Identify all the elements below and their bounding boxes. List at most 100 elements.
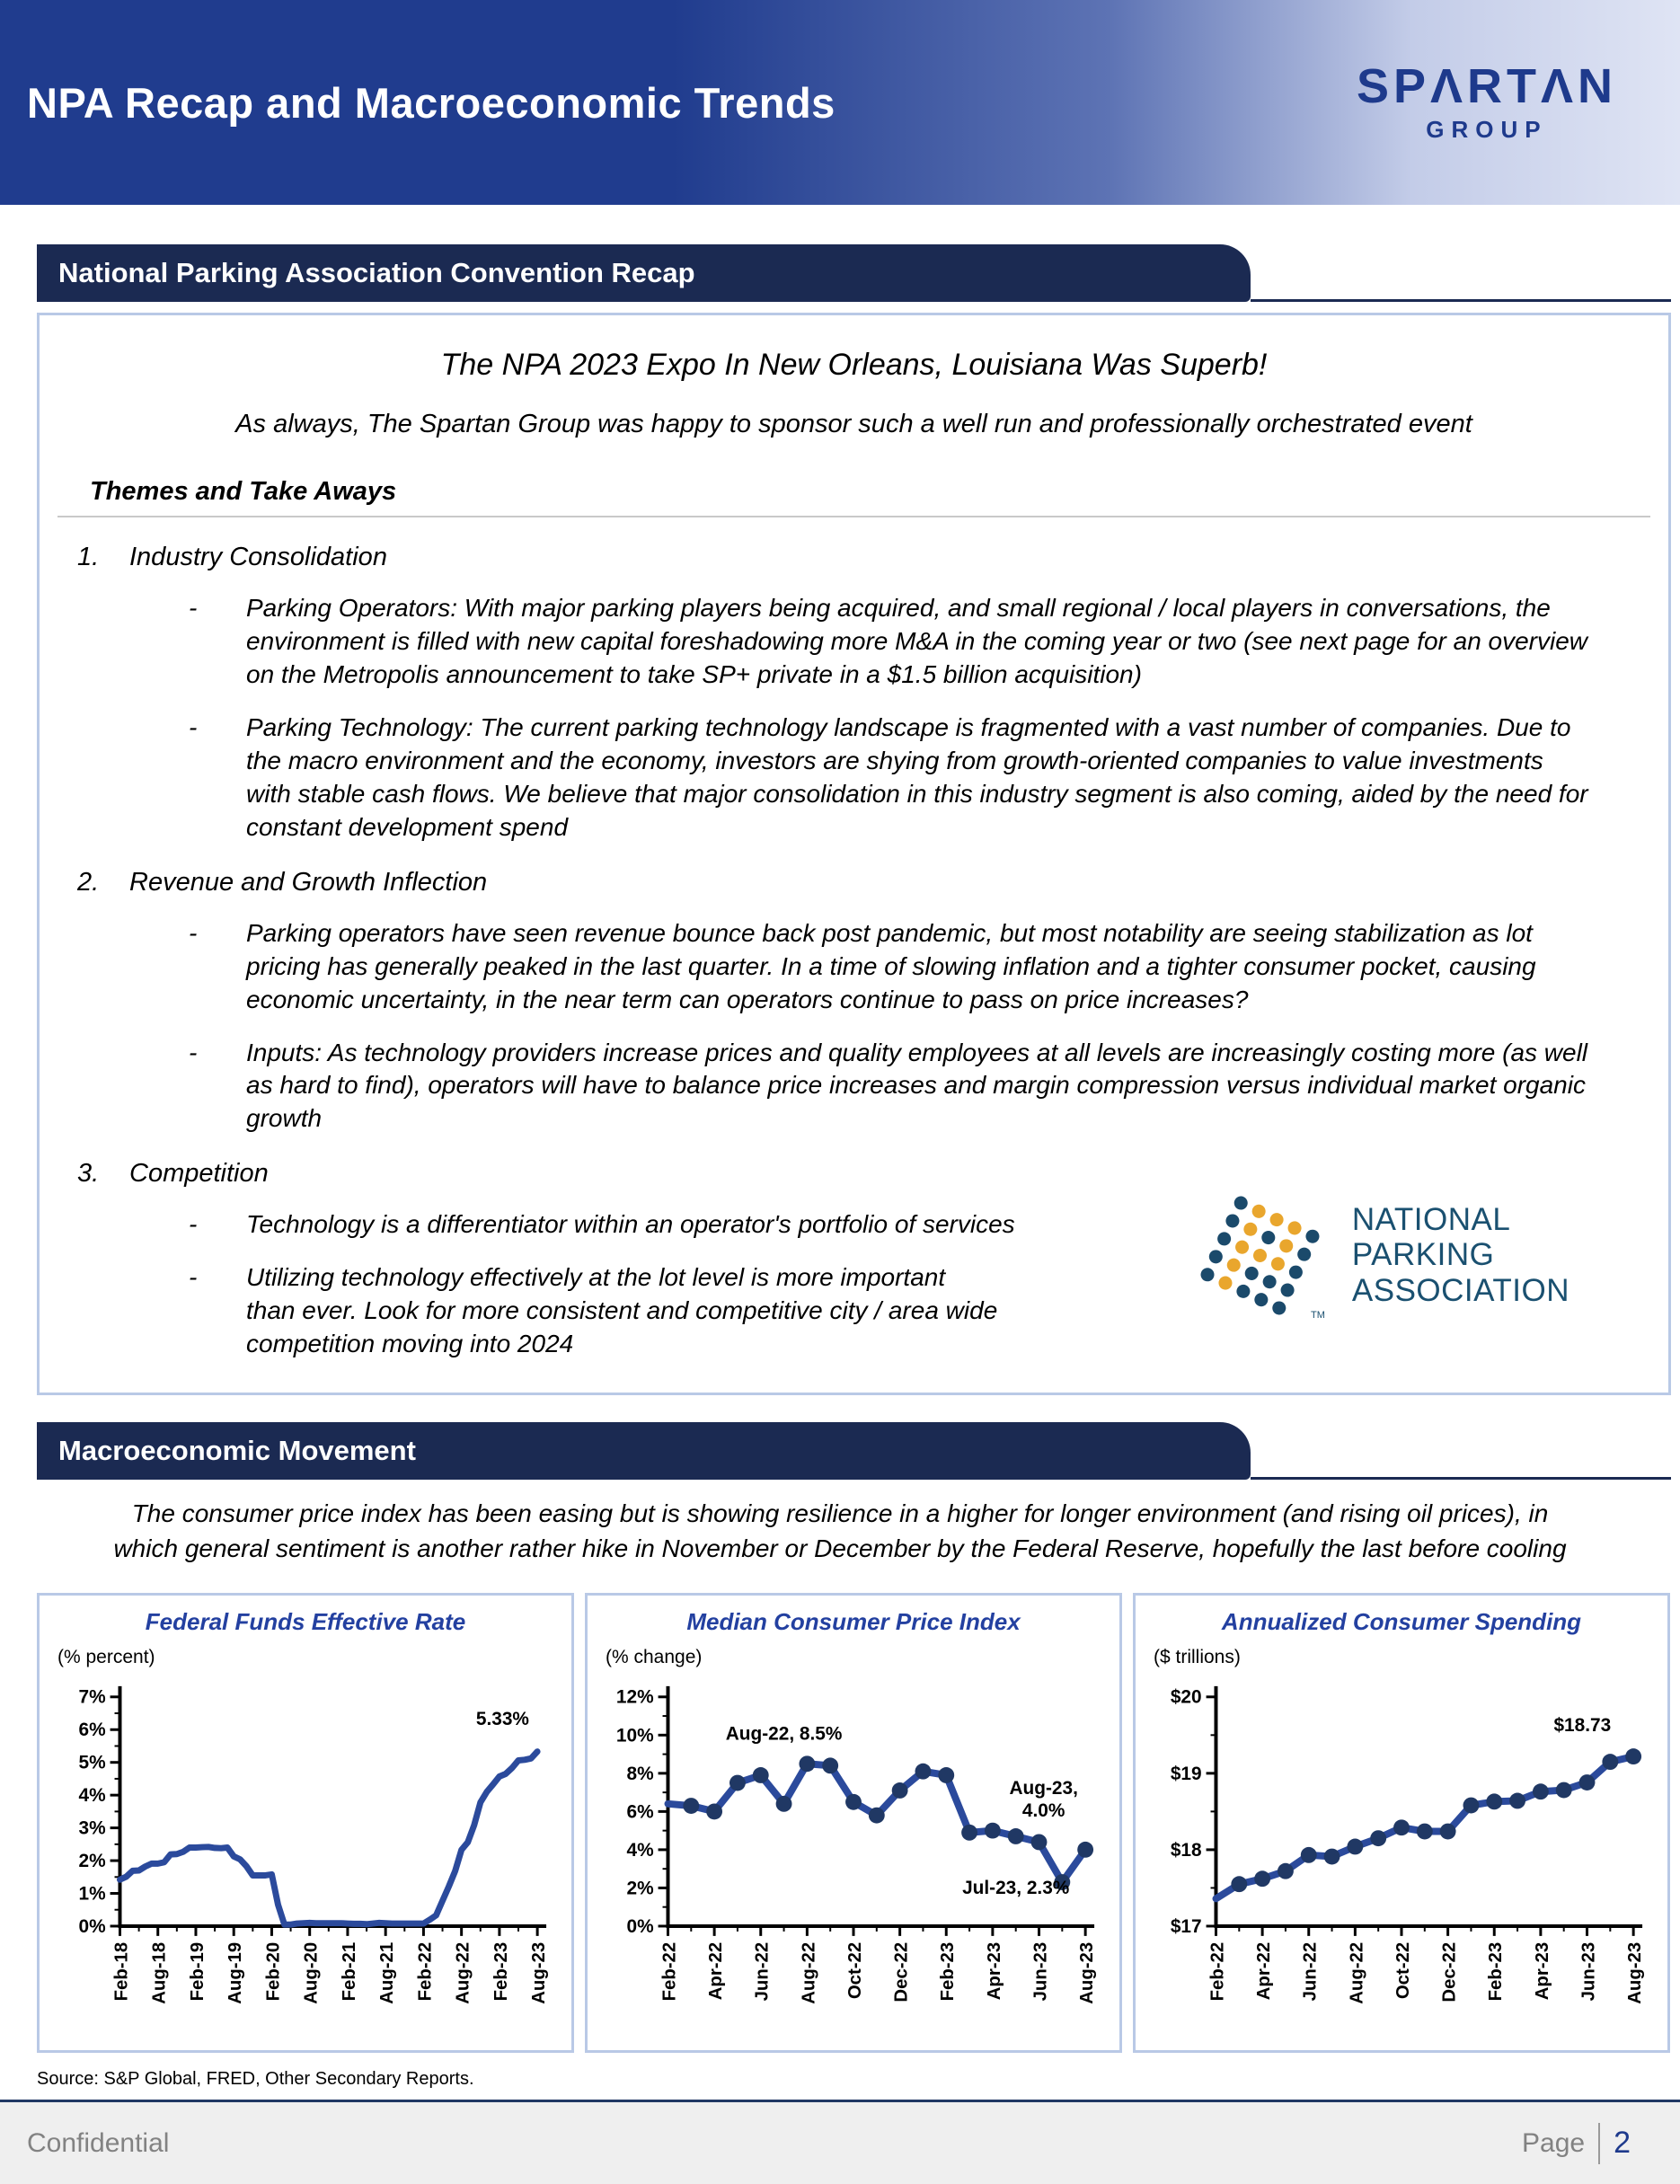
npa-trademark: TM (1311, 1310, 1325, 1321)
svg-text:6%: 6% (78, 1720, 105, 1741)
npa-recap-panel: The NPA 2023 Expo In New Orleans, Louisi… (37, 313, 1671, 1395)
svg-text:Apr-22: Apr-22 (1254, 1942, 1274, 2000)
svg-text:12%: 12% (616, 1687, 654, 1708)
theme-item-number: 1. (77, 543, 100, 571)
svg-text:Aug-19: Aug-19 (225, 1942, 245, 2004)
npa-association-logo: TM NATIONAL PARKING ASSOCIATION (1181, 1173, 1569, 1337)
chart-title: Median Consumer Price Index (686, 1608, 1021, 1636)
bullet-text: Parking Operators: With major parking pl… (246, 594, 1588, 688)
svg-text:$20: $20 (1171, 1687, 1202, 1708)
svg-text:Feb-23: Feb-23 (491, 1942, 511, 2002)
npa-dot-navy (1242, 1263, 1261, 1282)
section-bar-npa-recap: National Parking Association Convention … (37, 244, 1671, 302)
svg-text:Aug-20: Aug-20 (302, 1942, 322, 2004)
bullet-dash: - (189, 1210, 198, 1239)
section-bar-underline (1251, 299, 1671, 302)
chart-annotation: Aug-22, 8.5% (726, 1724, 843, 1745)
page-title: NPA Recap and Macroeconomic Trends (27, 78, 836, 127)
page-indicator: Page 2 (1522, 2122, 1631, 2164)
svg-text:Jun-22: Jun-22 (1301, 1942, 1321, 2002)
svg-text:Aug-22: Aug-22 (454, 1942, 473, 2004)
theme-item-head: 1. Industry Consolidation (77, 543, 1650, 572)
chart-annotation: Aug-23, 4.0% (1009, 1779, 1077, 1822)
svg-text:Aug-23: Aug-23 (529, 1942, 549, 2004)
chart-unit-label: ($ trillions) (1154, 1647, 1241, 1668)
source-note: Source: S&P Global, FRED, Other Secondar… (37, 2069, 474, 2090)
npa-dot-gold (1286, 1218, 1304, 1237)
svg-text:6%: 6% (626, 1802, 653, 1823)
svg-text:Feb-20: Feb-20 (263, 1942, 283, 2002)
spartan-logo: SPΛRTΛN GROUP (1357, 62, 1617, 144)
section-bar-npa-recap-title: National Parking Association Convention … (37, 244, 1251, 302)
theme-bullet: - Inputs: As technology providers increas… (183, 1037, 1650, 1136)
theme-item-number: 3. (77, 1159, 100, 1189)
page-label: Page (1522, 2127, 1586, 2158)
svg-text:Feb-22: Feb-22 (415, 1942, 435, 2002)
chart-unit-label: (% percent) (57, 1647, 155, 1668)
svg-text:$18: $18 (1171, 1840, 1202, 1861)
svg-text:Oct-22: Oct-22 (845, 1942, 865, 1999)
svg-text:Dec-22: Dec-22 (1440, 1942, 1460, 2003)
chart-annualized-consumer-spending: Annualized Consumer Spending ($ trillions… (1133, 1593, 1670, 2054)
bullet-text: Parking operators have seen revenue boun… (246, 918, 1536, 1013)
svg-text:5%: 5% (78, 1753, 105, 1773)
npa-dot-gold (1225, 1255, 1243, 1274)
theme-item: 2. Revenue and Growth Inflection - Parking … (57, 868, 1650, 1136)
npa-dot-navy (1207, 1247, 1225, 1266)
svg-text:Feb-21: Feb-21 (340, 1942, 359, 2002)
svg-text:Aug-23: Aug-23 (1077, 1942, 1097, 2004)
npa-dot-navy (1304, 1226, 1322, 1245)
svg-text:1%: 1% (78, 1884, 105, 1905)
svg-text:7%: 7% (78, 1687, 105, 1708)
npa-dot-navy (1198, 1265, 1217, 1284)
chart-plot: $17 $18 $19 $20 Feb-22 Apr-22 Jun-22 Aug-22 Oct-… (1171, 1686, 1645, 2004)
bullet-text: Parking Technology: The current parking … (246, 712, 1588, 841)
chart-annotation: Jul-23, 2.3% (962, 1878, 1069, 1898)
page-number: 2 (1614, 2126, 1631, 2160)
expo-subheadline: As always, The Spartan Group was happy t… (235, 410, 1472, 438)
theme-item-title: Competition (129, 1159, 269, 1189)
npa-logo-text: NATIONAL PARKING ASSOCIATION (1352, 1202, 1569, 1308)
svg-text:Apr-23: Apr-23 (985, 1942, 1004, 2000)
svg-text:Dec-22: Dec-22 (892, 1942, 912, 2003)
section-bar-macro: Macroeconomic Movement (37, 1422, 1671, 1480)
confidential-label: Confidential (27, 2127, 170, 2158)
svg-text:$19: $19 (1171, 1764, 1202, 1784)
npa-logo-text-line: NATIONAL (1351, 1202, 1511, 1238)
spartan-logo-wordmark: SPΛRTΛN (1356, 58, 1617, 113)
theme-bullet: - Parking Operators: With major parking p… (183, 592, 1650, 692)
npa-logo-text-line: ASSOCIATION (1351, 1272, 1569, 1308)
theme-item-number: 2. (77, 867, 100, 897)
chart-annotation: $18.73 (1553, 1715, 1611, 1736)
npa-dot-navy (1232, 1193, 1251, 1212)
svg-text:10%: 10% (616, 1726, 654, 1746)
chart-title: Federal Funds Effective Rate (145, 1608, 466, 1636)
bullet-dash: - (189, 712, 198, 741)
theme-bullet: - Parking Technology: The current parking… (183, 712, 1650, 844)
svg-text:Apr-22: Apr-22 (706, 1942, 726, 2000)
svg-text:0%: 0% (78, 1916, 105, 1937)
svg-text:4%: 4% (78, 1785, 105, 1806)
svg-text:0%: 0% (626, 1916, 653, 1937)
svg-text:Jun-23: Jun-23 (1030, 1942, 1050, 2002)
npa-dot-gold (1251, 1246, 1269, 1264)
svg-text:Feb-19: Feb-19 (188, 1942, 208, 2002)
macro-intro-text: The consumer price index has been easing… (113, 1499, 1567, 1563)
npa-logo-text-line: PARKING (1351, 1237, 1495, 1273)
theme-item-title: Revenue and Growth Inflection (129, 867, 488, 897)
bullet-dash: - (189, 1038, 198, 1066)
svg-text:Feb-23: Feb-23 (1486, 1942, 1506, 2002)
svg-text:Feb-23: Feb-23 (938, 1942, 958, 2002)
svg-text:4%: 4% (626, 1840, 653, 1861)
svg-text:Jun-23: Jun-23 (1578, 1942, 1598, 2002)
bullet-text: Technology is a differentiator within an… (246, 1210, 1015, 1239)
npa-dot-gold (1216, 1273, 1235, 1292)
svg-text:Aug-22: Aug-22 (799, 1942, 818, 2004)
themes-heading: Themes and Take Aways (90, 477, 397, 506)
bullet-text: Utilizing technology effectively at the … (246, 1263, 998, 1358)
npa-dot-navy (1234, 1281, 1253, 1300)
themes-divider (57, 516, 1650, 517)
svg-text:3%: 3% (78, 1818, 105, 1839)
chart-plot: 0% 1% 2% 3% 4% 5% 6% 7% Feb-18 Aug-18 Feb-19 Aug-19… (78, 1686, 549, 2004)
svg-text:Aug-21: Aug-21 (377, 1942, 397, 2004)
